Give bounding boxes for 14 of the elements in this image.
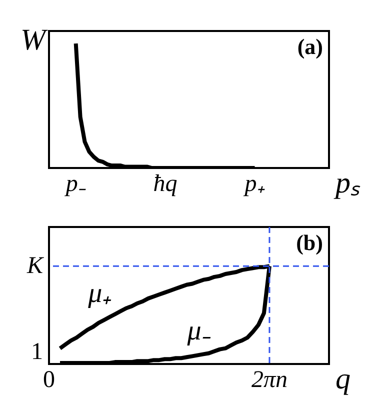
text: (a) xyxy=(297,34,323,59)
ref-line-label: K xyxy=(26,253,45,280)
y-axis-title: W xyxy=(20,24,48,56)
text: 1 xyxy=(31,339,43,365)
series-label: μ₋ xyxy=(186,315,212,346)
x-tick-label: 2πn xyxy=(251,367,288,393)
x-axis-title: pₛ xyxy=(334,166,360,200)
x-tick-label: p₋ xyxy=(64,171,86,197)
x-tick-label: p₊ xyxy=(242,171,265,197)
x-tick-label: 0 xyxy=(43,367,55,393)
x-tick-label: ħq xyxy=(153,171,178,197)
series-label: μ₊ xyxy=(87,278,112,310)
x-axis-title: q xyxy=(336,362,350,396)
text: (b) xyxy=(296,230,323,255)
